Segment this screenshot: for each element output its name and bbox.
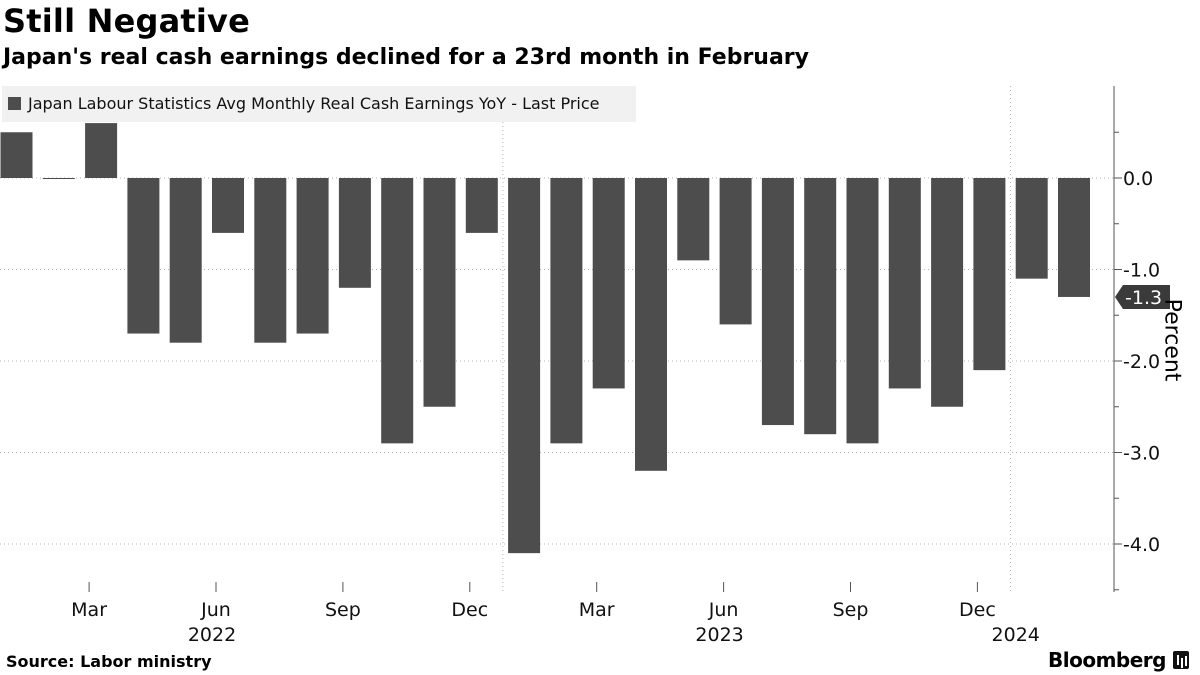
bar bbox=[635, 178, 667, 471]
y-tick-label: -2.0 bbox=[1123, 351, 1160, 373]
bar bbox=[381, 178, 414, 444]
x-tick-label: Sep bbox=[833, 599, 869, 621]
legend-label: Japan Labour Statistics Avg Monthly Real… bbox=[27, 94, 600, 113]
bar bbox=[888, 178, 921, 389]
x-year-label: 2022 bbox=[188, 624, 236, 646]
bar bbox=[592, 178, 625, 389]
bars bbox=[0, 123, 1090, 554]
bar bbox=[508, 178, 541, 554]
bar bbox=[169, 178, 202, 343]
x-tick-label: Jun bbox=[200, 599, 231, 621]
bar bbox=[423, 178, 456, 407]
y-tick-label: -3.0 bbox=[1123, 443, 1160, 465]
bloomberg-logo: Bloomberg bbox=[1048, 648, 1189, 672]
x-tick-label: Dec bbox=[451, 599, 488, 621]
bar bbox=[550, 178, 583, 444]
bar bbox=[338, 178, 371, 288]
source-note: Source: Labor ministry bbox=[6, 652, 212, 671]
x-tick-label: Dec bbox=[959, 599, 996, 621]
bar bbox=[761, 178, 794, 426]
bar bbox=[465, 178, 498, 233]
bar bbox=[1015, 178, 1048, 279]
bar bbox=[0, 132, 33, 178]
bar bbox=[1058, 178, 1090, 297]
bloomberg-terminal-icon bbox=[1172, 651, 1189, 669]
bar bbox=[85, 123, 118, 178]
brand-wordmark: Bloomberg bbox=[1048, 648, 1166, 672]
bar bbox=[719, 178, 752, 325]
y-axis: 0.0 -1.0 -2.0 -3.0 -4.0 bbox=[1113, 86, 1160, 592]
bar bbox=[846, 178, 879, 444]
legend: Japan Labour Statistics Avg Monthly Real… bbox=[2, 86, 636, 122]
bar bbox=[212, 178, 244, 233]
x-year-label: 2024 bbox=[992, 624, 1040, 646]
bar bbox=[296, 178, 329, 334]
x-year-label: 2023 bbox=[695, 624, 743, 646]
x-tick-label: Sep bbox=[325, 599, 361, 621]
last-value-tag bbox=[1115, 284, 1170, 309]
bar bbox=[127, 178, 160, 334]
bar bbox=[973, 178, 1006, 371]
bar bbox=[931, 178, 964, 407]
x-tick-label: Jun bbox=[708, 599, 739, 621]
last-value-label: -1.3 bbox=[1125, 287, 1162, 309]
legend-background bbox=[2, 86, 636, 122]
bar bbox=[42, 178, 75, 179]
x-axis: Mar Jun Sep Dec Mar Jun Sep Dec 2022 2023 2024 bbox=[71, 582, 1040, 646]
y-axis-title: Percent bbox=[1159, 298, 1185, 382]
last-value-marker: -1.3 bbox=[1115, 284, 1170, 309]
bar bbox=[804, 178, 837, 435]
bar bbox=[254, 178, 287, 343]
x-tick-label: Mar bbox=[71, 599, 107, 621]
bar bbox=[677, 178, 710, 261]
y-tick-label: -1.0 bbox=[1123, 260, 1160, 282]
chart-title: Still Negative bbox=[3, 2, 251, 40]
y-tick-label: -4.0 bbox=[1123, 534, 1160, 556]
x-tick-label: Mar bbox=[579, 599, 615, 621]
y-tick-label: 0.0 bbox=[1123, 168, 1153, 190]
legend-swatch bbox=[8, 97, 21, 110]
chart-subtitle: Japan's real cash earnings declined for … bbox=[3, 45, 809, 70]
